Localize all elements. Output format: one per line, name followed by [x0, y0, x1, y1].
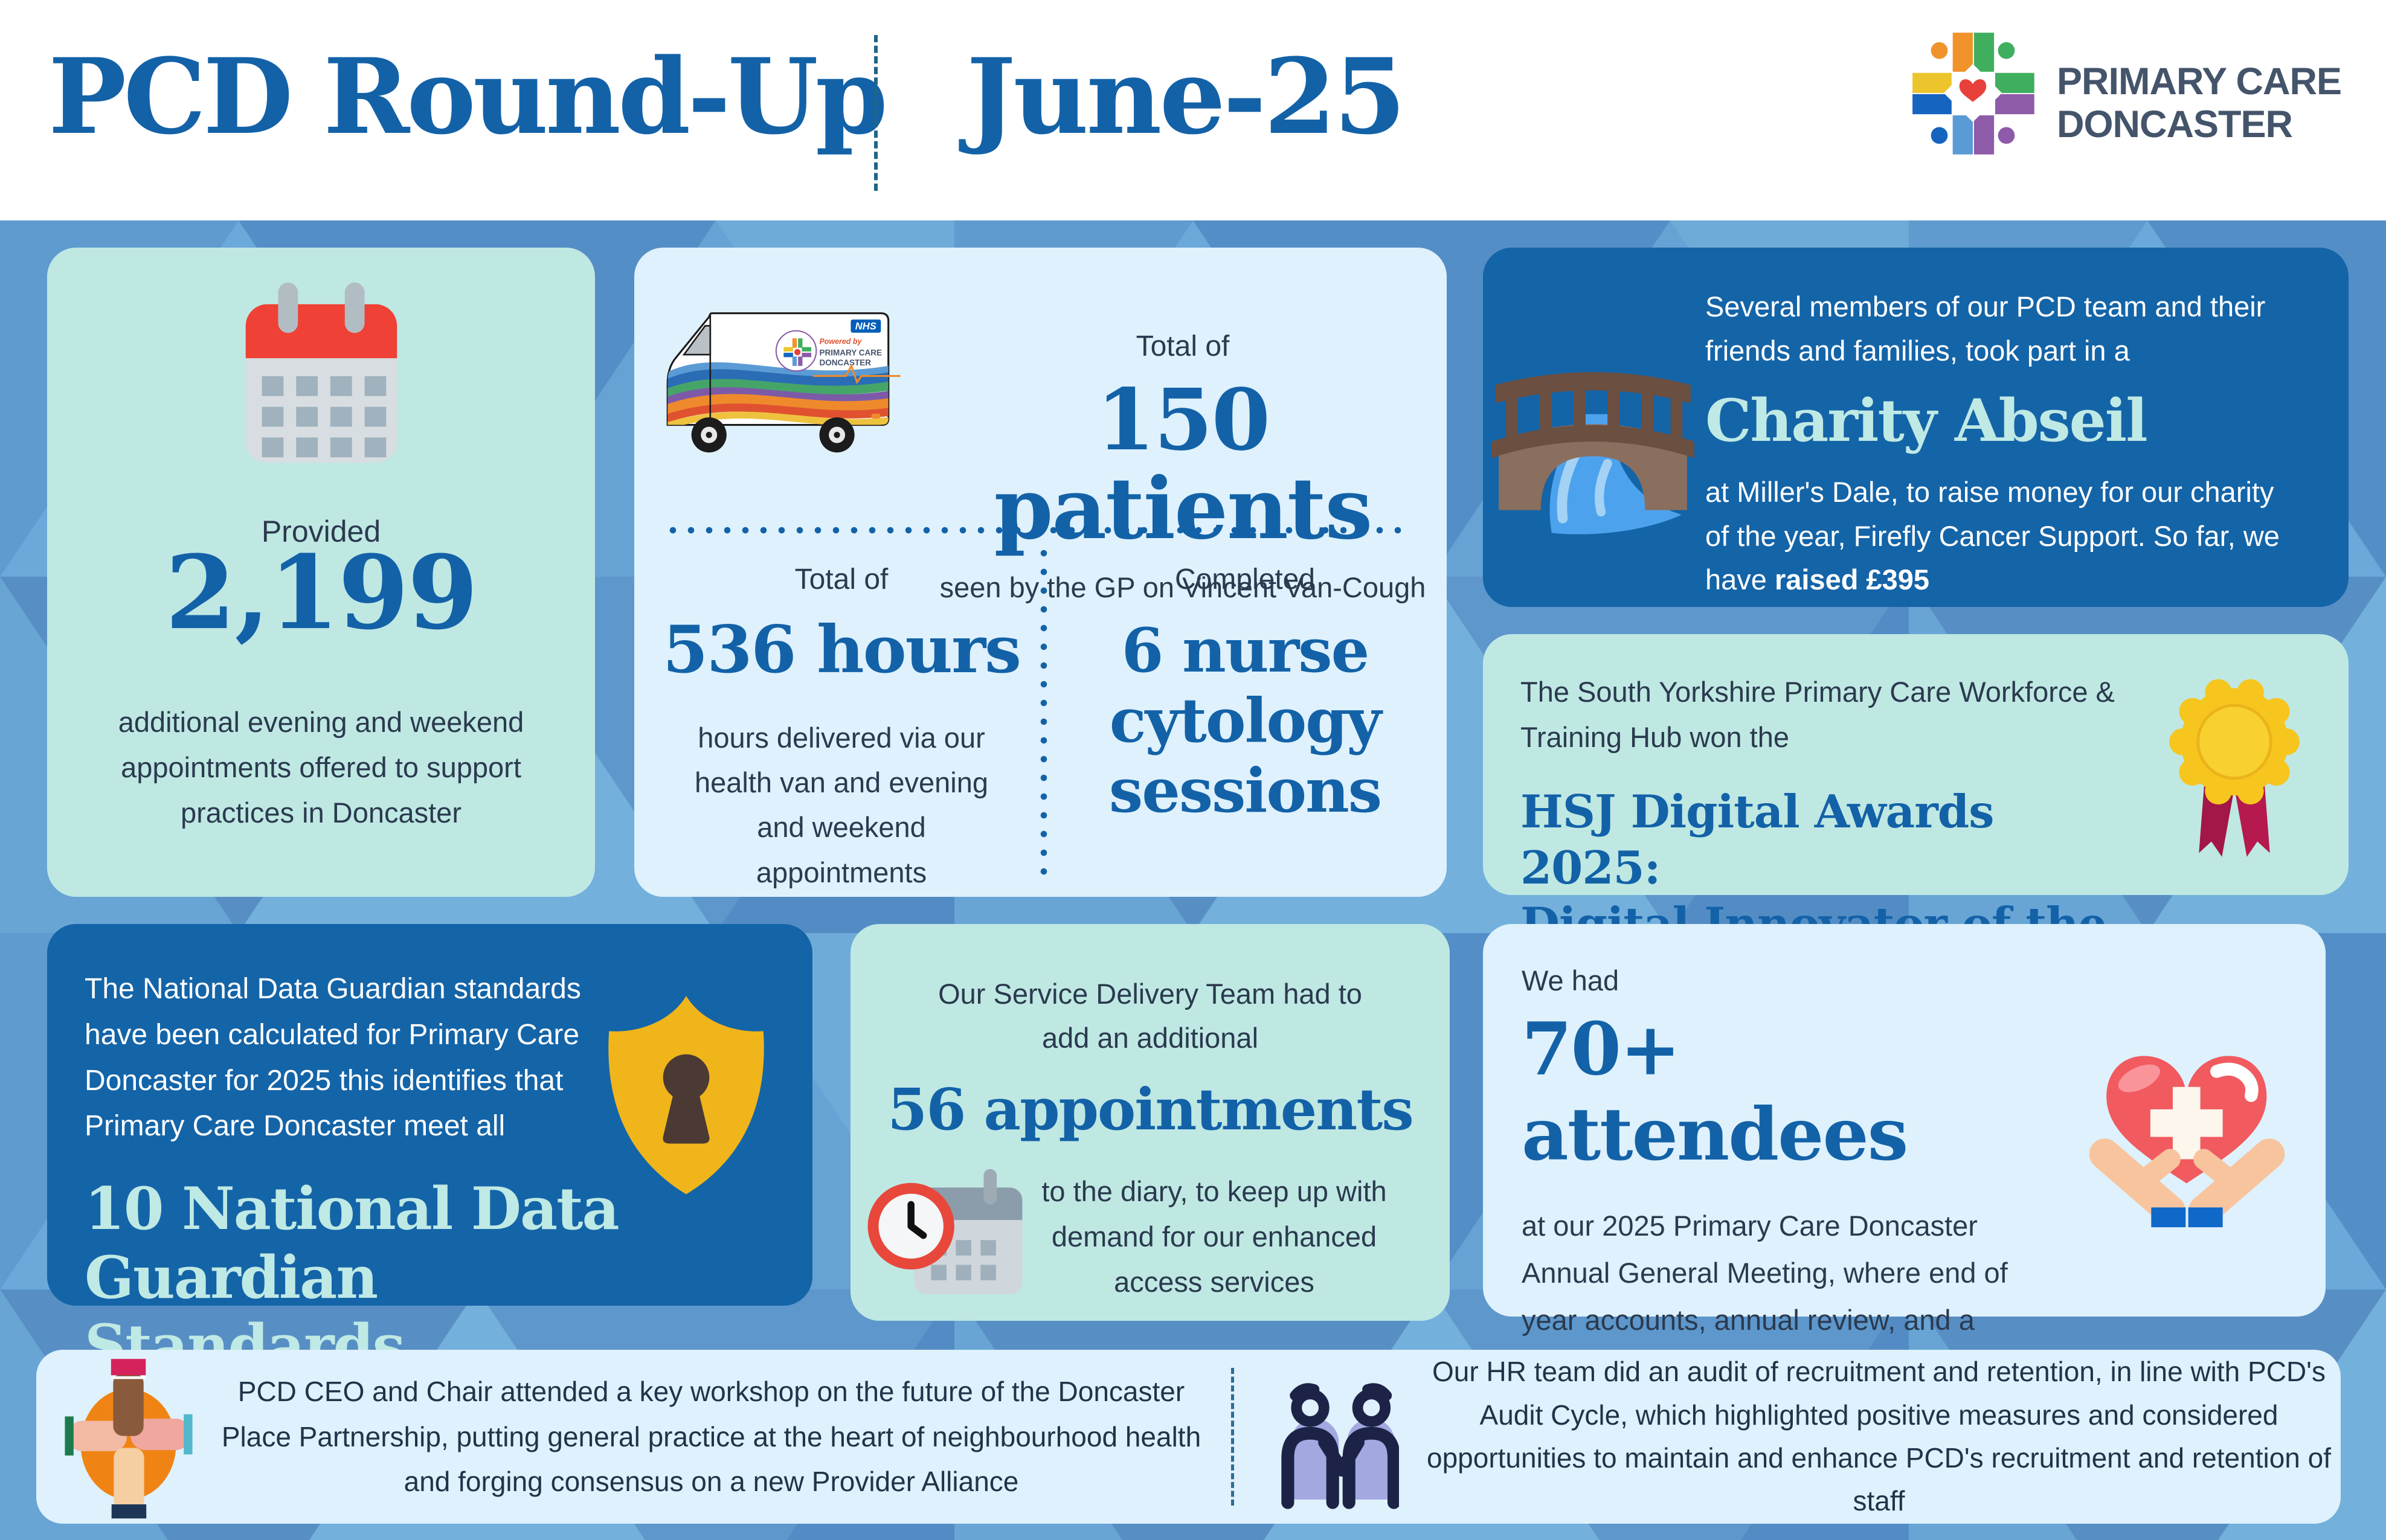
page-title: PCD Round-Up — [48, 35, 888, 158]
diary-intro: Our Service Delivery Team had to add an … — [938, 978, 1362, 1054]
van-nhs-label: NHS — [855, 321, 876, 332]
diary-stat: 56 appointments — [887, 1076, 1414, 1143]
workshop-text: PCD CEO and Chair attended a key worksho… — [221, 1376, 1201, 1498]
heart-in-hands-icon — [2089, 1056, 2285, 1228]
dotted-divider-horizontal — [669, 527, 1412, 534]
hours-label: Total of — [794, 563, 889, 595]
abseil-title: Charity Abseil — [1705, 386, 2148, 455]
patients-stat: 150 patients — [994, 370, 1373, 559]
shield-keyhole-icon — [608, 996, 764, 1195]
diary-desc: to the diary, to keep up with demand for… — [1041, 1175, 1387, 1298]
evening-label: Provided — [261, 515, 381, 548]
calendar-icon — [245, 282, 397, 463]
logo-text: PRIMARY CARE DONCASTER — [2057, 60, 2342, 146]
van-brand-line2: DONCASTER — [820, 358, 872, 367]
bottom-strip: PCD CEO and Chair attended a key worksho… — [36, 1350, 2341, 1524]
edition-date: June-25 — [966, 35, 1406, 158]
header: PCD Round-Up June-25 PRIMARY CA — [0, 0, 2386, 220]
clock-calendar-icon — [867, 1169, 1023, 1294]
agm-intro: We had — [1522, 964, 1619, 996]
agm-stat: 70+ attendees — [1522, 1007, 1908, 1177]
hr-text-wrap: Our HR team did an audit of recruitment … — [1418, 1350, 2339, 1524]
patients-label: Total of — [1136, 330, 1230, 362]
patients-block: Total of 150 patients seen by the GP on … — [923, 248, 1442, 610]
hours-desc: hours delivered via our health van and e… — [694, 721, 989, 888]
abseil-intro: Several members of our PCD team and thei… — [1705, 290, 2266, 367]
patients-desc: seen by the GP on Vincent Van-Cough — [939, 571, 1426, 603]
hr-text: Our HR team did an audit of recruitment … — [1427, 1356, 2331, 1517]
teamwork-hands-icon — [65, 1359, 193, 1519]
workshop-text-wrap: PCD CEO and Chair attended a key worksho… — [220, 1350, 1202, 1524]
card-evening-appointments: Provided 2,199 additional evening and we… — [47, 248, 595, 897]
two-people-icon — [1281, 1383, 1399, 1509]
award-intro: The South Yorkshire Primary Care Workfor… — [1520, 676, 2115, 754]
pcd-logo-icon — [1912, 33, 2034, 155]
dotted-divider-vertical — [1040, 550, 1047, 876]
van-brand-line1: PRIMARY CARE — [820, 348, 883, 357]
guardian-intro: The National Data Guardian standards hav… — [85, 973, 581, 1143]
card-data-guardian: The National Data Guardian standards hav… — [47, 924, 812, 1380]
bridge-waterfall-icon — [1491, 372, 1694, 534]
logo-line2: DONCASTER — [2057, 103, 2293, 146]
cytology-stat: 6 nurse cytology sessions — [1108, 614, 1382, 826]
hours-stat: 536 hours — [663, 611, 1021, 688]
evening-stat: 2,199 — [165, 533, 478, 652]
abseil-text: Several members of our PCD team and thei… — [1705, 285, 2321, 602]
cytology-label: Completed — [1174, 563, 1316, 595]
guardian-text: The National Data Guardian standards hav… — [85, 966, 628, 1380]
logo-line1: PRIMARY CARE — [2057, 60, 2342, 103]
abseil-raised-amount: raised £395 — [1774, 563, 1930, 596]
card-health-van: NHS Powered by PRIMARY CARE DONCASTER To… — [634, 248, 1447, 897]
card-hsj-award: The South Yorkshire Primary Care Workfor… — [1483, 634, 2349, 1007]
award-rosette-icon — [2169, 679, 2300, 857]
agm-text: We had 70+ attendees at our 2025 Primary… — [1522, 964, 2071, 1391]
hours-block: Total of 536 hours hours delivered via o… — [651, 545, 1032, 895]
strip-dashed-divider — [1231, 1368, 1234, 1506]
card-agm-attendees: We had 70+ attendees at our 2025 Primary… — [1483, 924, 2326, 1383]
abseil-body-text: at Miller's Dale, to raise money for our… — [1705, 475, 2280, 596]
header-divider — [874, 35, 878, 191]
health-van-illustration: NHS Powered by PRIMARY CARE DONCASTER — [666, 312, 901, 453]
van-powered-label: Powered by — [820, 338, 863, 346]
logo: PRIMARY CARE DONCASTER — [1906, 17, 2353, 198]
evening-desc: additional evening and weekend appointme… — [118, 706, 524, 829]
card-charity-abseil: Several members of our PCD team and thei… — [1483, 248, 2349, 607]
abseil-body: at Miller's Dale, to raise money for our… — [1705, 470, 2303, 603]
award-line1: HSJ Digital Awards 2025: — [1520, 785, 1994, 895]
cytology-block: Completed 6 nurse cytology sessions — [1058, 545, 1432, 826]
card-diary-appointments: Our Service Delivery Team had to add an … — [851, 924, 1450, 1321]
